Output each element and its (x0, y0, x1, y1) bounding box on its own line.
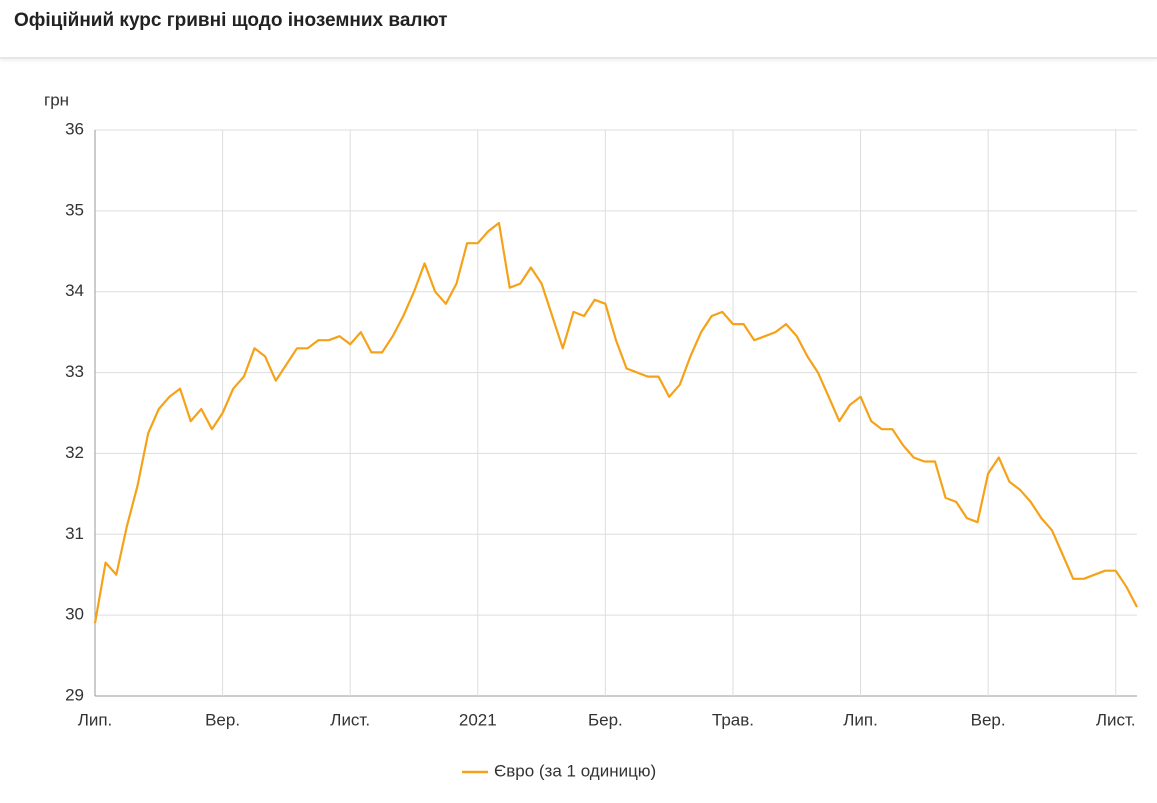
y-tick-label: 29 (65, 685, 84, 704)
x-tick-label: Вер. (971, 710, 1006, 729)
y-tick-label: 32 (65, 443, 84, 462)
x-tick-label: Лист. (330, 710, 370, 729)
y-tick-label: 31 (65, 524, 84, 543)
x-tick-label: Лип. (78, 710, 113, 729)
y-tick-label: 35 (65, 200, 84, 219)
y-tick-label: 36 (65, 119, 84, 138)
header: Офіційний курс гривні щодо іноземних вал… (0, 0, 1157, 59)
x-tick-label: Лист. (1096, 710, 1136, 729)
y-tick-label: 33 (65, 362, 84, 381)
x-tick-label: Лип. (843, 710, 878, 729)
x-tick-label: Вер. (205, 710, 240, 729)
y-tick-label: 34 (65, 281, 84, 300)
x-tick-label: Бер. (588, 710, 623, 729)
x-tick-label: Трав. (712, 710, 754, 729)
line-series (93, 221, 1138, 624)
legend-label: Євро (за 1 одиницю) (494, 761, 656, 780)
x-tick-label: 2021 (459, 710, 497, 729)
chart-title: Офіційний курс гривні щодо іноземних вал… (14, 10, 448, 31)
y-tick-label: 30 (65, 605, 84, 624)
y-axis-label: грн (44, 90, 69, 109)
